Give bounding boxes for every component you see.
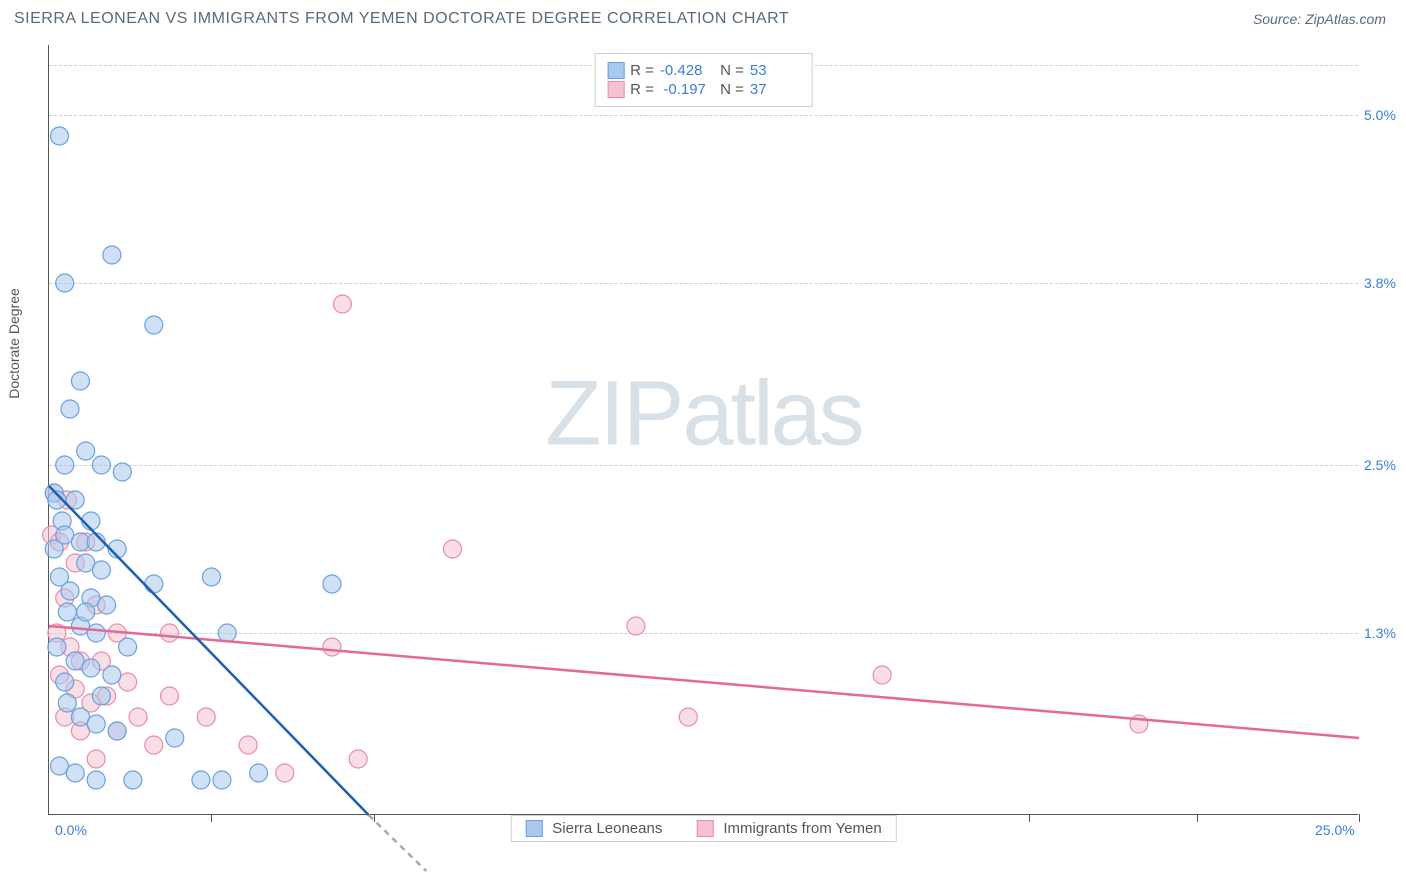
plot-area: ZIPatlas R = -0.428 N = 53 R = -0.197 N … xyxy=(48,45,1358,815)
n-value-1: 53 xyxy=(750,62,800,79)
swatch-series-2 xyxy=(607,81,624,98)
r-label-2: R = xyxy=(630,81,654,98)
x-tick xyxy=(1197,814,1198,822)
y-tick-label: 2.5% xyxy=(1364,457,1406,473)
chart-source: Source: ZipAtlas.com xyxy=(1253,11,1386,27)
chart-header: SIERRA LEONEAN VS IMMIGRANTS FROM YEMEN … xyxy=(0,0,1406,32)
scatter-plot xyxy=(49,45,1358,814)
x-tick-label: 25.0% xyxy=(1315,822,1355,838)
x-tick xyxy=(1029,814,1030,822)
y-axis-label: Doctorate Degree xyxy=(6,288,22,399)
r-label-1: R = xyxy=(630,62,654,79)
chart-container: SIERRA LEONEAN VS IMMIGRANTS FROM YEMEN … xyxy=(0,0,1406,892)
n-label-2: N = xyxy=(716,81,744,98)
swatch-series-1-bottom xyxy=(525,820,542,837)
swatch-series-1 xyxy=(607,62,624,79)
r-value-1: -0.428 xyxy=(660,62,710,79)
x-tick xyxy=(1359,814,1360,822)
x-tick-label: 0.0% xyxy=(55,822,87,838)
y-tick-label: 3.8% xyxy=(1364,275,1406,291)
r-value-2: -0.197 xyxy=(660,81,710,98)
x-tick xyxy=(211,814,212,822)
y-tick-label: 1.3% xyxy=(1364,625,1406,641)
series-legend: Sierra Leoneans Immigrants from Yemen xyxy=(510,815,896,842)
n-value-2: 37 xyxy=(750,81,800,98)
y-tick-label: 5.0% xyxy=(1364,107,1406,123)
x-tick xyxy=(374,814,375,822)
n-label-1: N = xyxy=(716,62,744,79)
swatch-series-2-bottom xyxy=(696,820,713,837)
correlation-legend: R = -0.428 N = 53 R = -0.197 N = 37 xyxy=(594,53,813,107)
legend-row-series-2: R = -0.197 N = 37 xyxy=(607,81,800,98)
series-1-name: Sierra Leoneans xyxy=(552,820,662,837)
series-2-name: Immigrants from Yemen xyxy=(723,820,881,837)
chart-title: SIERRA LEONEAN VS IMMIGRANTS FROM YEMEN … xyxy=(14,10,789,28)
legend-row-series-1: R = -0.428 N = 53 xyxy=(607,62,800,79)
